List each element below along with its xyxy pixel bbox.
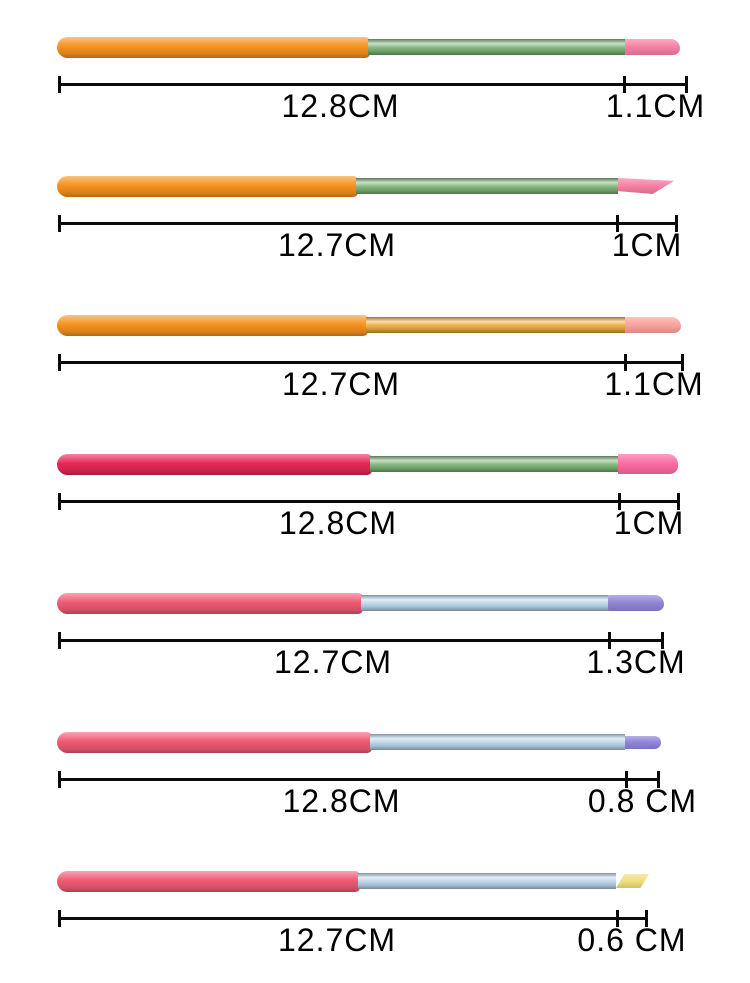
tip-length-label: 1.1CM: [604, 366, 704, 402]
brush-ferrule: [361, 595, 608, 611]
tip-length-label: 0.6 CM: [577, 922, 687, 958]
brush: [57, 34, 750, 60]
tick-right: [657, 771, 660, 788]
brush: [57, 312, 750, 338]
brush-row: 12.7CM 1CM: [0, 149, 750, 288]
brush-ferrule: [366, 317, 625, 333]
handle-length-label: 12.7CM: [277, 922, 397, 958]
tip-length-label: 1.1CM: [605, 88, 706, 124]
brush-row: 12.8CM 0.8 CM: [0, 705, 750, 844]
handle-length-label: 12.7CM: [273, 644, 393, 680]
tip-length-label: 1CM: [613, 505, 685, 541]
brush-row: 12.8CM 1.1CM: [0, 10, 750, 149]
brush-tip: [625, 39, 680, 55]
brush-handle: [57, 731, 372, 753]
tick-mid: [625, 771, 628, 788]
brush-ferrule: [358, 873, 616, 889]
handle-length-label: 12.8CM: [281, 88, 400, 124]
brush-tip: [608, 595, 664, 611]
tick-right: [675, 215, 678, 232]
measurement-line: [58, 917, 648, 920]
brush-ferrule: [356, 178, 618, 194]
tick-left: [58, 354, 61, 371]
tick-mid: [616, 910, 619, 927]
brush: [57, 451, 750, 477]
tick-left: [58, 493, 61, 510]
brush-handle: [57, 592, 363, 614]
brush-tip: [625, 317, 681, 333]
measurement-line: [58, 639, 664, 642]
tick-right: [681, 354, 684, 371]
tick-left: [58, 771, 61, 788]
measurement: 12.8CM 1.1CM: [58, 73, 704, 133]
tick-right: [661, 632, 664, 649]
brush: [57, 868, 750, 894]
measurement-line: [58, 83, 688, 86]
tick-mid: [616, 215, 619, 232]
measurement: 12.7CM 1CM: [58, 212, 681, 272]
measurement: 12.8CM 0.8 CM: [58, 768, 696, 828]
brush-tip: [618, 454, 678, 474]
measurement: 12.7CM 0.6 CM: [58, 907, 686, 967]
tick-right: [685, 76, 688, 93]
measurement: 12.8CM 1CM: [58, 490, 683, 550]
brush: [57, 729, 750, 755]
tick-left: [58, 910, 61, 927]
tick-mid: [608, 632, 611, 649]
handle-length-label: 12.7CM: [277, 227, 397, 263]
brush-row: 12.7CM 1.3CM: [0, 566, 750, 705]
tick-left: [58, 215, 61, 232]
measurement: 12.7CM 1.1CM: [58, 351, 703, 411]
tick-left: [58, 632, 61, 649]
tick-left: [58, 76, 61, 93]
brush-tip: [618, 178, 674, 194]
brush-row: 12.8CM 1CM: [0, 427, 750, 566]
tick-mid: [624, 354, 627, 371]
handle-length-label: 12.7CM: [281, 366, 401, 402]
measurement-line: [58, 222, 678, 225]
tick-right: [677, 493, 680, 510]
brush-row: 12.7CM 0.6 CM: [0, 844, 750, 983]
brush-handle: [57, 314, 368, 336]
tip-length-label: 1.3CM: [586, 644, 686, 680]
brush-handle: [57, 175, 358, 197]
measurement-line: [58, 361, 684, 364]
brush: [57, 173, 750, 199]
brush-tip: [625, 735, 661, 749]
tip-length-label: 1CM: [611, 227, 683, 263]
brush-row: 12.7CM 1.1CM: [0, 288, 750, 427]
brush-ferrule: [370, 734, 625, 750]
measurement-line: [58, 500, 680, 503]
handle-length-label: 12.8CM: [278, 505, 398, 541]
tick-mid: [623, 76, 626, 93]
measurement-line: [58, 778, 660, 781]
brush: [57, 590, 750, 616]
tick-right: [645, 910, 648, 927]
tip-length-label: 0.8 CM: [587, 783, 698, 819]
tick-mid: [618, 493, 621, 510]
brush-ferrule: [368, 39, 625, 55]
brush-tip: [616, 874, 649, 888]
brush-ferrule: [370, 456, 618, 472]
measurement: 12.7CM 1.3CM: [58, 629, 685, 689]
handle-length-label: 12.8CM: [282, 783, 401, 819]
brush-handle: [57, 36, 370, 58]
brush-handle: [57, 870, 360, 892]
brush-handle: [57, 453, 372, 475]
